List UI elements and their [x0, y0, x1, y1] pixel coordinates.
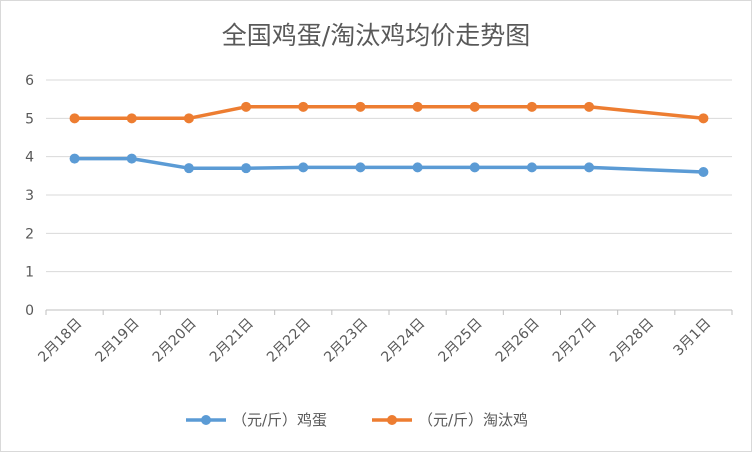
x-tick-label: 2月28日 — [607, 316, 657, 366]
series — [69, 101, 709, 124]
legend-item: （元/斤）淘汰鸡 — [372, 411, 528, 429]
data-point — [469, 162, 480, 173]
y-tick-label: 5 — [25, 111, 34, 127]
data-point — [126, 113, 137, 124]
data-point — [526, 101, 537, 112]
data-point — [698, 113, 709, 124]
data-point — [412, 101, 423, 112]
data-point — [183, 113, 194, 124]
data-point — [355, 101, 366, 112]
y-tick-label: 2 — [25, 226, 34, 242]
legend-marker — [201, 415, 211, 425]
legend-label: （元/斤）淘汰鸡 — [418, 411, 528, 429]
x-tick-label: 2月19日 — [93, 316, 143, 366]
data-point — [69, 153, 80, 164]
y-tick-label: 4 — [25, 150, 34, 166]
data-point — [241, 163, 252, 174]
data-point — [298, 101, 309, 112]
x-tick-label: 2月22日 — [264, 316, 314, 366]
y-axis: 0 1 2 3 4 5 6 — [25, 73, 34, 319]
legend-marker — [387, 415, 397, 425]
chart-title: 全国鸡蛋/淘汰鸡均价走势图 — [222, 21, 530, 50]
data-point — [126, 153, 137, 164]
x-tick-label: 2月20日 — [150, 316, 200, 366]
data-point — [526, 162, 537, 173]
data-point — [469, 101, 480, 112]
data-point — [698, 167, 709, 177]
x-axis: 2月18日 2月19日 2月20日 2月21日 2月22日 2月23日 2月24日 2月25日… — [35, 310, 733, 366]
data-point — [298, 162, 309, 173]
data-point — [241, 101, 252, 112]
x-tick-label: 3月1日 — [671, 316, 715, 360]
data-point — [69, 113, 80, 124]
x-tick-label: 2月18日 — [35, 316, 85, 366]
gridlines — [46, 79, 732, 311]
legend: （元/斤）鸡蛋 （元/斤）淘汰鸡 — [186, 411, 528, 429]
series — [69, 153, 709, 177]
x-tick-label: 2月26日 — [493, 316, 543, 366]
legend-label: （元/斤）鸡蛋 — [232, 411, 327, 429]
y-tick-label: 6 — [25, 73, 34, 89]
series-line — [72, 105, 706, 121]
y-tick-label: 0 — [25, 303, 34, 319]
data-point — [584, 101, 595, 112]
series-group — [69, 101, 709, 177]
data-point — [355, 162, 366, 173]
y-tick-label: 3 — [25, 188, 34, 204]
data-point — [412, 162, 423, 173]
y-tick-label: 1 — [25, 265, 34, 281]
series-line — [72, 156, 706, 174]
x-tick-label: 2月25日 — [436, 316, 486, 366]
x-tick-label: 2月21日 — [207, 316, 257, 366]
x-tick-label: 2月24日 — [378, 316, 428, 366]
x-tick-label: 2月27日 — [550, 316, 600, 366]
data-point — [584, 162, 595, 173]
data-point — [183, 163, 194, 174]
legend-item: （元/斤）鸡蛋 — [186, 411, 327, 429]
x-tick-label: 2月23日 — [321, 316, 371, 366]
